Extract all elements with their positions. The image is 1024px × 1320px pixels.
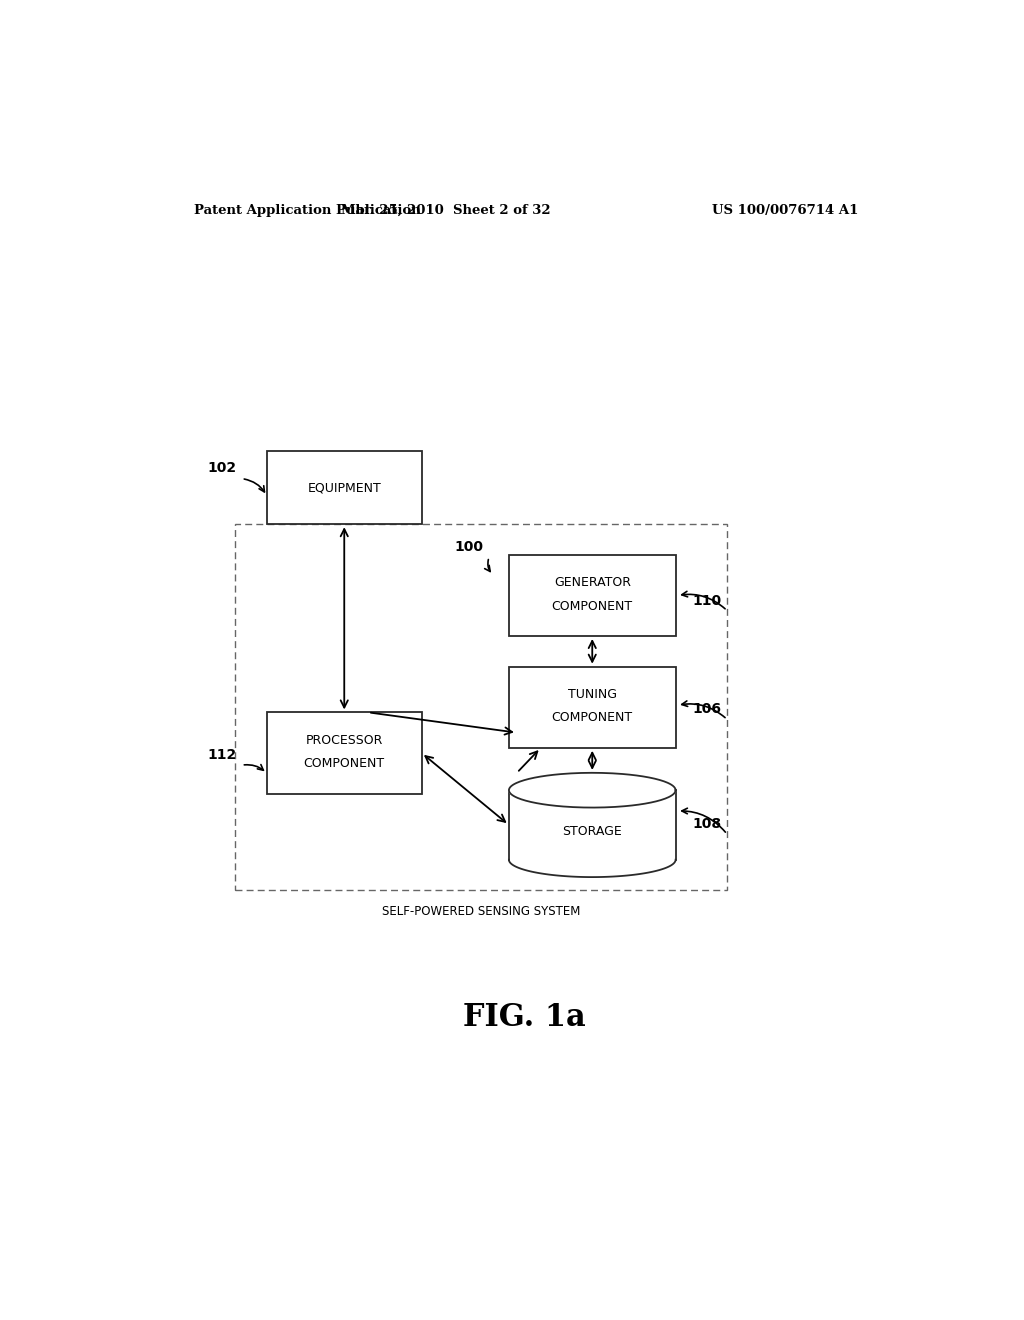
Text: STORAGE: STORAGE bbox=[562, 825, 623, 838]
Text: SELF-POWERED SENSING SYSTEM: SELF-POWERED SENSING SYSTEM bbox=[382, 906, 581, 919]
Bar bbox=[267, 713, 422, 793]
Text: US 100/0076714 A1: US 100/0076714 A1 bbox=[712, 205, 858, 216]
Text: Mar. 25, 2010  Sheet 2 of 32: Mar. 25, 2010 Sheet 2 of 32 bbox=[341, 205, 550, 216]
Bar bbox=[509, 667, 676, 748]
Text: 108: 108 bbox=[693, 817, 722, 832]
Text: Patent Application Publication: Patent Application Publication bbox=[194, 205, 421, 216]
Text: PROCESSOR: PROCESSOR bbox=[305, 734, 383, 747]
Text: 106: 106 bbox=[693, 702, 722, 717]
Text: 102: 102 bbox=[207, 462, 237, 475]
Bar bbox=[236, 524, 727, 890]
Text: FIG. 1a: FIG. 1a bbox=[464, 1002, 586, 1032]
Text: COMPONENT: COMPONENT bbox=[304, 758, 385, 770]
Text: COMPONENT: COMPONENT bbox=[552, 599, 633, 612]
Text: COMPONENT: COMPONENT bbox=[552, 711, 633, 725]
Text: 110: 110 bbox=[693, 594, 722, 607]
Bar bbox=[509, 554, 676, 636]
Text: 100: 100 bbox=[455, 540, 483, 553]
Text: TUNING: TUNING bbox=[567, 688, 616, 701]
Bar bbox=[267, 451, 422, 524]
Text: EQUIPMENT: EQUIPMENT bbox=[307, 482, 381, 494]
Polygon shape bbox=[509, 772, 676, 808]
Text: GENERATOR: GENERATOR bbox=[554, 577, 631, 589]
Text: 112: 112 bbox=[207, 748, 237, 762]
